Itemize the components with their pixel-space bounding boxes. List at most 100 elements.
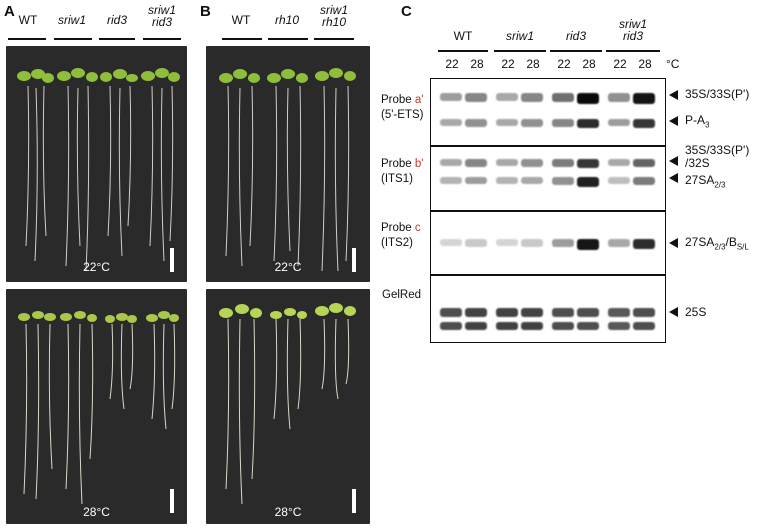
panel-a-genotype-rid3: rid3 [106,13,127,27]
blot-band [465,322,487,330]
lane-temp-3: 28 [526,57,540,71]
panel-c-genotype-wt: WT [453,29,473,43]
panel-b-genotype-sriw1-rh10: sriw1 rh10 [319,3,348,29]
northern-blot [430,78,666,343]
blot-band [440,119,462,126]
blot-band [521,119,543,127]
panel-c-genotype-sriw1-rid3: sriw1 rid3 [618,17,647,43]
band-label-27sa23: 27SA2/3 [685,173,726,190]
scale-bar [352,248,356,272]
blot-band [608,322,630,330]
panel-c-genotype-underline [550,50,602,52]
blot-band [577,93,599,104]
blot-band [552,119,574,127]
blot-band [633,119,655,128]
blot-band [440,239,462,246]
panel-a-genotype-underline [143,38,181,40]
lane-temp-0: 22 [445,57,459,71]
band-label-35s-33s-32s: 35S/33S(P') /32S [685,143,750,170]
lane-temp-7: 28 [638,57,652,71]
blot-band [440,159,462,166]
blot-band [465,308,487,317]
panel-c-genotype-sriw1: sriw1 [505,29,534,43]
probe-c-label: Probe c (ITS2) [381,222,421,249]
band-arrow [669,173,678,183]
panel-c-letter: C [401,3,412,20]
probe-a-label: Probe a' (5'-ETS) [381,94,424,121]
seedlings-illustration [219,303,356,505]
scale-bar [352,489,356,513]
blot-band [608,239,630,247]
blot-band [633,159,655,167]
blot-band [608,119,630,126]
blot-band [496,308,518,317]
panel-a-genotype-sriw1: sriw1 [57,13,86,27]
blot-band [552,308,574,317]
lane-temp-1: 28 [470,57,484,71]
panel-a-seedlings-22c-photo: 22°C [6,46,187,282]
blot-band [465,177,487,184]
blot-band [465,159,487,167]
blot-band [608,159,630,166]
band-label-35s-33s: 35S/33S(P') [685,87,750,101]
blot-band [521,177,543,184]
blot-band [608,93,630,102]
blot-separator [431,145,665,147]
blot-band [552,93,574,102]
band-arrow [669,238,678,248]
blot-band [577,159,599,168]
panel-a-genotype-sriw1-rid3: sriw1 rid3 [147,3,176,29]
blot-band [465,119,487,127]
panel-a-temp-22: 22°C [83,260,110,274]
band-label-27sa23-bsl: 27SA2/3/BS/L [685,235,749,252]
blot-band [496,159,518,166]
blot-band [633,93,655,104]
seedlings-illustration [17,68,180,272]
band-label-25s: 25S [685,305,707,319]
scale-bar [170,489,174,513]
blot-band [521,308,543,317]
lane-temp-4: 22 [557,57,571,71]
panel-b-seedlings-22c-photo: 22°C [206,46,370,282]
scale-bar [170,248,174,272]
panel-c-genotype-underline [494,50,546,52]
blot-band [440,322,462,330]
blot-band [552,177,574,185]
blot-band [521,93,543,102]
blot-band [496,177,518,184]
panel-b-letter: B [200,3,211,20]
panel-a-temp-28: 28°C [83,505,110,519]
panel-a-genotype-underline [8,38,46,40]
panel-b-genotype-underline [268,38,308,40]
blot-band [577,239,599,250]
blot-band [633,239,655,249]
lane-temp-2: 22 [501,57,515,71]
blot-band [496,322,518,330]
blot-band [608,308,630,317]
lane-temp-5: 28 [582,57,596,71]
seedlings-illustration [18,311,179,505]
blot-separator [431,210,665,212]
panel-b-genotype-wt: WT [231,13,251,27]
gelred-label: GelRed [382,289,421,301]
panel-a-letter: A [4,3,15,20]
lane-temp-6: 22 [613,57,627,71]
panel-a-genotype-underline [54,38,92,40]
blot-band [577,308,599,317]
blot-band [577,322,599,330]
blot-band [496,119,518,126]
panel-a-genotype-wt: WT [18,13,38,27]
blot-band [465,93,487,102]
band-arrow [669,156,678,166]
blot-band [552,159,574,167]
blot-band [552,239,574,247]
blot-band [440,308,462,317]
panel-b-temp-28: 28°C [274,505,302,519]
blot-band [552,322,574,330]
panel-c-genotype-underline [438,50,488,52]
panel-a-genotype-underline [99,38,135,40]
band-arrow [669,116,678,126]
temp-unit-label: °C [666,57,680,71]
panel-b-genotype-underline [314,38,354,40]
panel-b-temp-22: 22°C [274,260,302,274]
